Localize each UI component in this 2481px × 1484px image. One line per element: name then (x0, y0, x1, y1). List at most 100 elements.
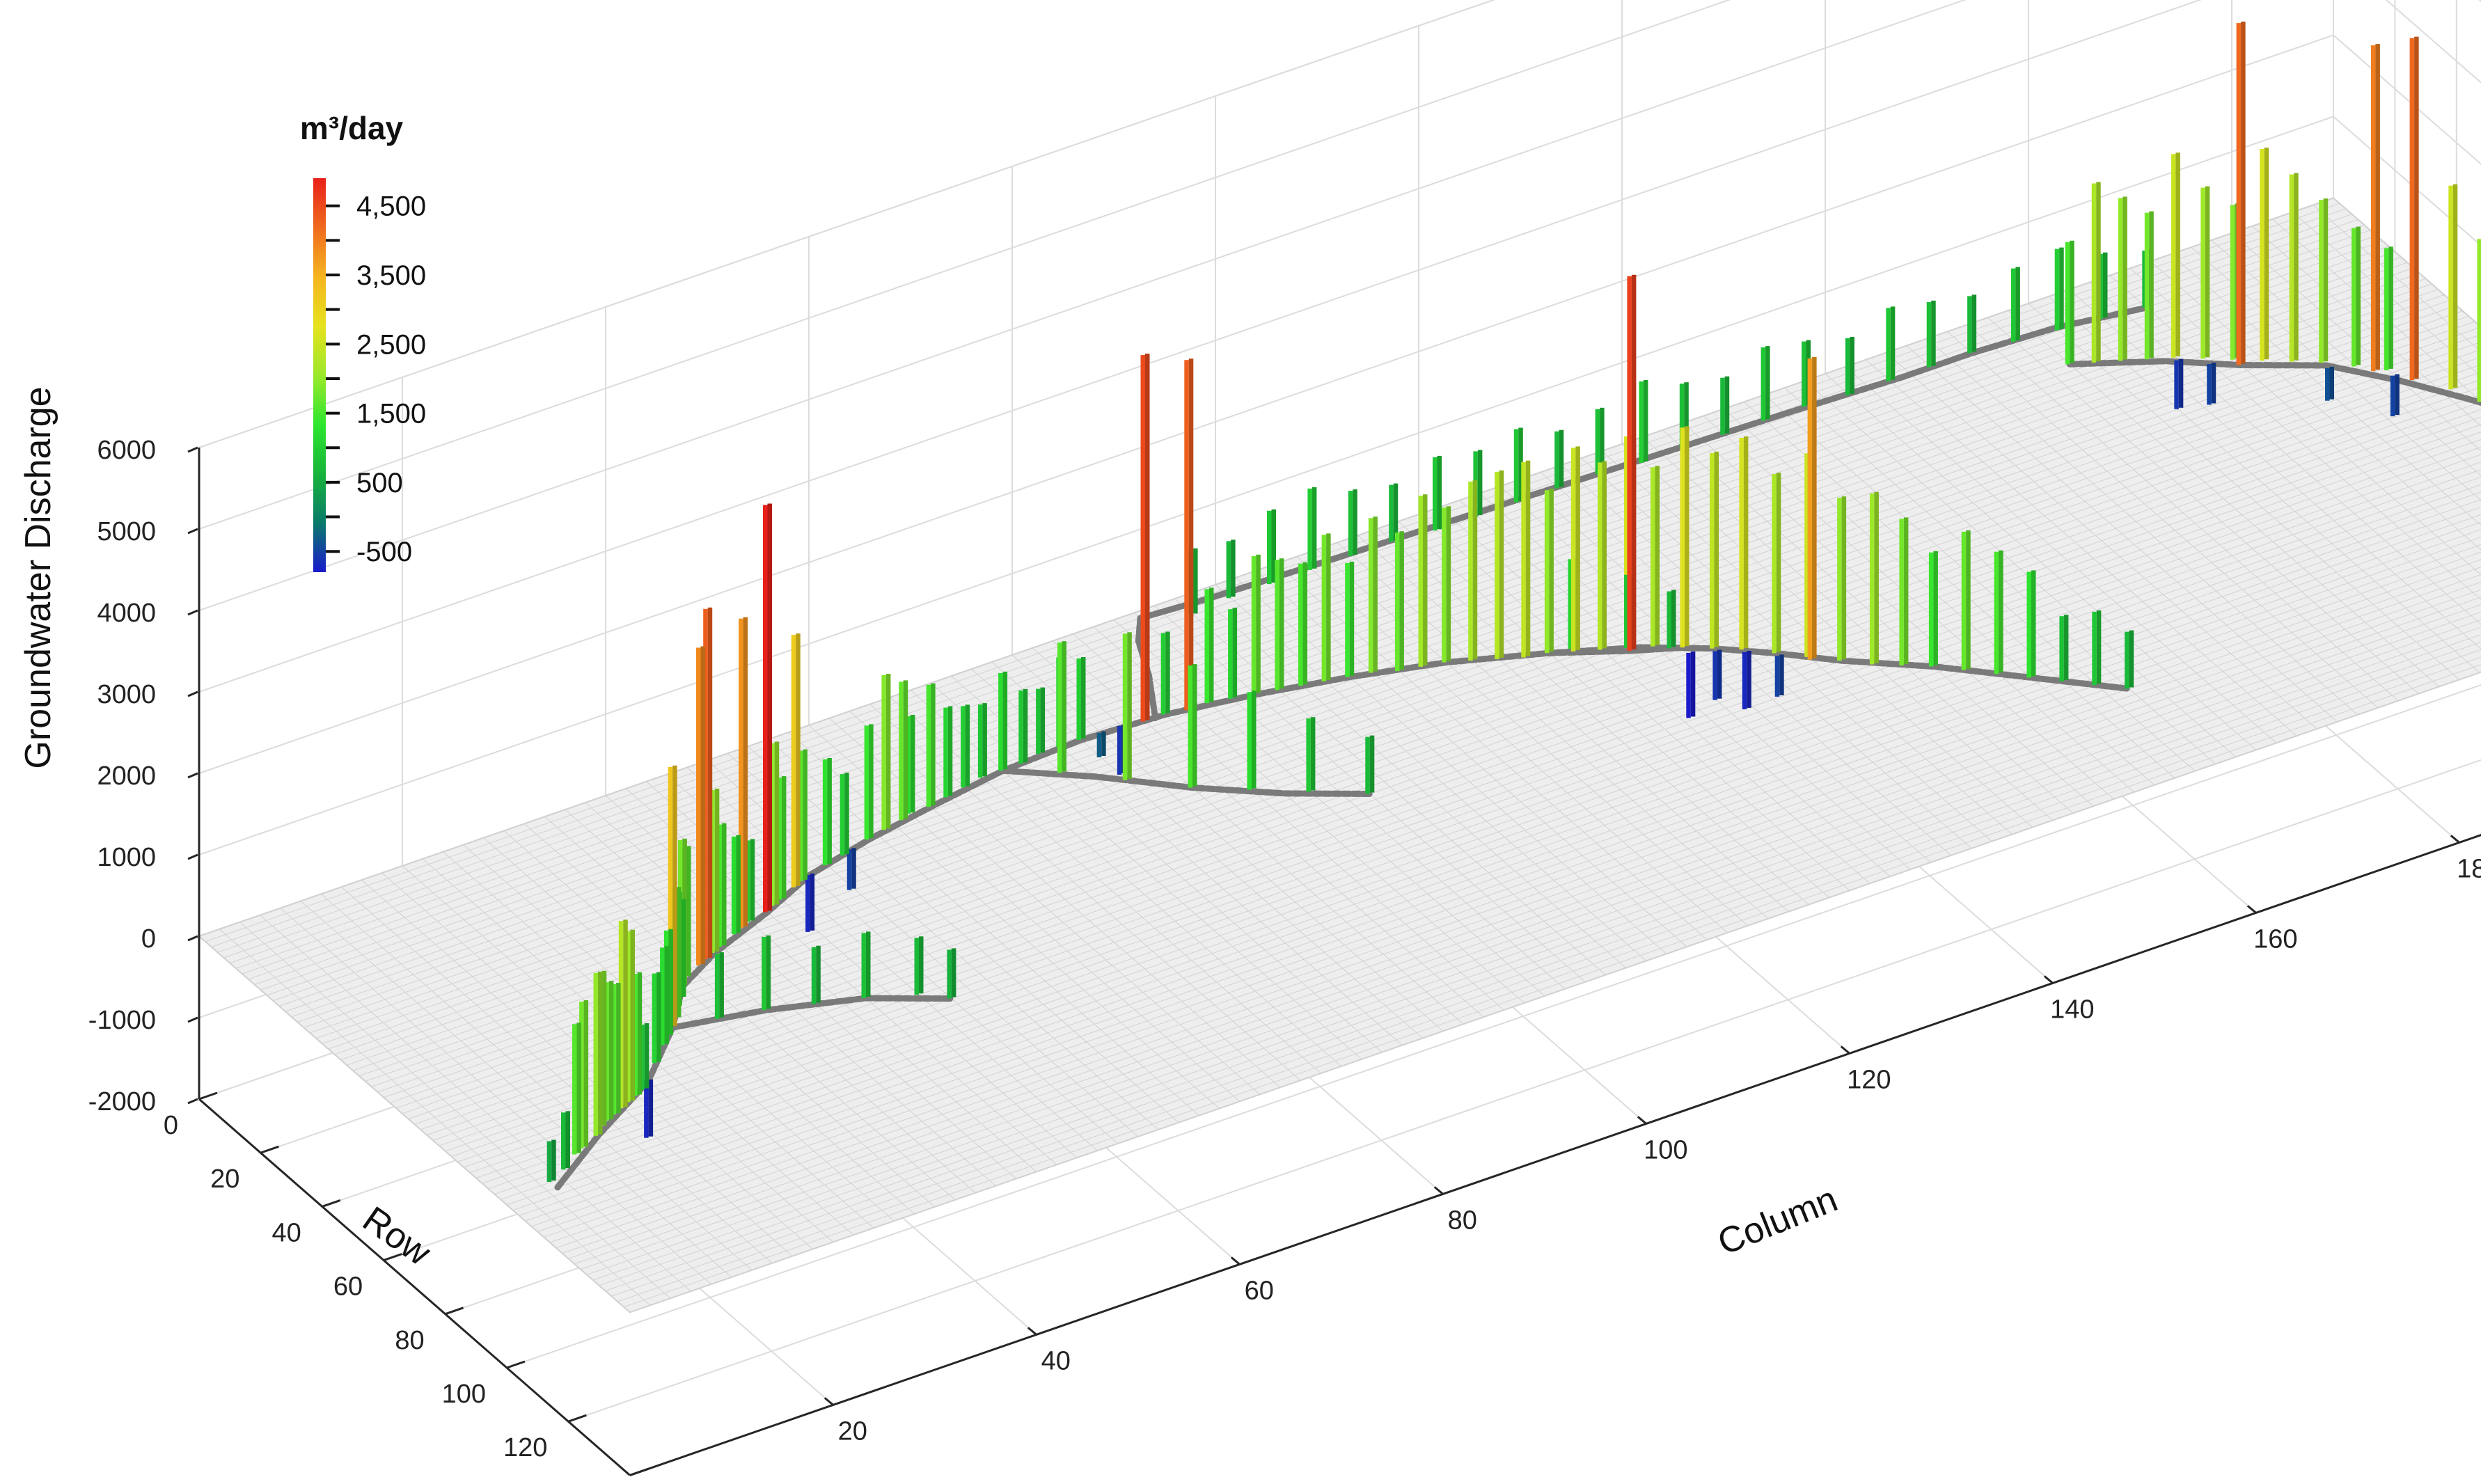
discharge-bar-side (1326, 533, 1331, 680)
y-tick-label: 0 (164, 1111, 178, 1140)
discharge-bar-side (2294, 173, 2299, 361)
discharge-bar (1651, 467, 1655, 647)
x-tick (2043, 975, 2054, 984)
discharge-bar (846, 849, 852, 890)
discharge-bar (1837, 498, 1842, 661)
discharge-bar-side (1812, 356, 1817, 658)
discharge-bar-side (851, 848, 856, 889)
discharge-bar-side (2063, 615, 2069, 680)
y-tick-label: 80 (395, 1326, 424, 1355)
gridline-z-side (2333, 34, 2481, 165)
discharge-bar-side (1559, 429, 1564, 487)
discharge-bar-side (719, 952, 724, 1018)
discharge-bar-side (1423, 494, 1428, 665)
discharge-bar-side (672, 765, 677, 1027)
discharge-bar-side (2149, 211, 2154, 358)
gridline-y-floor (506, 684, 2481, 1368)
discharge-bar-side (1127, 632, 1132, 779)
discharge-bar (1365, 736, 1370, 794)
discharge-bar-side (623, 919, 628, 1107)
discharge-bar-side (1165, 631, 1170, 713)
discharge-bar-side (707, 607, 713, 958)
colorbar-tick-label: 4,500 (356, 191, 426, 222)
discharge-bar-side (1252, 690, 1257, 789)
discharge-bar (1712, 651, 1717, 700)
discharge-bar-side (1747, 651, 1751, 708)
gridline-z-back (198, 0, 2202, 693)
discharge-bar (546, 1141, 552, 1182)
y-tick-label: 120 (503, 1433, 547, 1462)
wall-top-edge (198, 0, 1496, 448)
x-tick-label: 160 (2253, 924, 2297, 954)
discharge-bar-side (2096, 182, 2101, 361)
discharge-bar-side (565, 1111, 570, 1169)
discharge-bar (1321, 535, 1327, 681)
discharge-bar-side (844, 773, 849, 855)
x-tick-label: 20 (838, 1416, 867, 1446)
discharge-bar (1710, 452, 1715, 649)
discharge-bar-side (2103, 252, 2108, 318)
discharge-bar-side (2178, 358, 2184, 408)
discharge-bar (1188, 665, 1192, 788)
discharge-bar (811, 947, 817, 1004)
discharge-bar-side (947, 706, 953, 796)
discharge-bar (947, 949, 952, 999)
discharge-bar-side (1655, 466, 1660, 645)
discharge-bar-side (1549, 489, 1554, 652)
discharge-bar-side (866, 931, 871, 997)
discharge-bar (1076, 658, 1081, 740)
discharge-bar (2098, 253, 2103, 319)
discharge-bar-side (1931, 300, 1936, 366)
discharge-bar (1926, 301, 1932, 368)
discharge-bar (1869, 493, 1875, 665)
discharge-bar-side (1256, 554, 1261, 693)
discharge-bar-side (781, 776, 787, 899)
discharge-bar-side (910, 715, 915, 813)
discharge-bar (731, 836, 737, 935)
discharge-bar (1807, 358, 1813, 660)
discharge-bar (668, 766, 673, 1028)
gridline-z-side (2478, 0, 2481, 2)
x-tick-label: 180 (2457, 854, 2481, 883)
discharge-bar-side (630, 929, 635, 1101)
discharge-bar-side (2031, 570, 2036, 677)
discharge-bar (2477, 239, 2481, 402)
discharge-bar (1140, 355, 1145, 722)
discharge-bar-side (656, 972, 661, 1062)
discharge-bar (1928, 552, 1934, 667)
discharge-bar-side (601, 970, 607, 1126)
discharge-bar-side (2388, 246, 2393, 369)
discharge-bar (906, 716, 911, 814)
discharge-bar (777, 777, 782, 900)
z-tick (187, 853, 198, 860)
discharge-bar (640, 1025, 645, 1090)
discharge-bar (1275, 560, 1279, 690)
discharge-bar (652, 973, 657, 1064)
discharge-bar-side (919, 936, 924, 994)
axes (187, 446, 2481, 1476)
discharge-bar (1627, 276, 1632, 651)
discharge-bar-side (2205, 186, 2210, 358)
discharge-bar-side (576, 1023, 581, 1153)
z-tick-label: 0 (141, 924, 156, 954)
discharge-bar (1521, 461, 1526, 658)
discharge-bar (2171, 154, 2176, 358)
y-tick-label: 40 (272, 1218, 301, 1247)
discharge-bar-side (668, 929, 673, 1035)
discharge-bar (2319, 200, 2324, 363)
discharge-bar-side (1717, 649, 1722, 699)
discharge-bar (2059, 616, 2064, 681)
discharge-bar-side (743, 617, 748, 927)
y-tick (567, 1414, 587, 1423)
discharge-bar (746, 840, 750, 922)
discharge-bar (914, 938, 919, 995)
discharge-bar (1306, 718, 1311, 792)
discharge-bar-side (2122, 196, 2127, 360)
discharge-bar (861, 933, 866, 998)
x-tick (1840, 1045, 1850, 1055)
x-tick (2246, 905, 2257, 914)
discharge-bar-side (2395, 374, 2400, 416)
discharge-bar (739, 618, 743, 929)
discharge-bar-side (774, 741, 780, 905)
discharge-bar (2207, 364, 2212, 405)
